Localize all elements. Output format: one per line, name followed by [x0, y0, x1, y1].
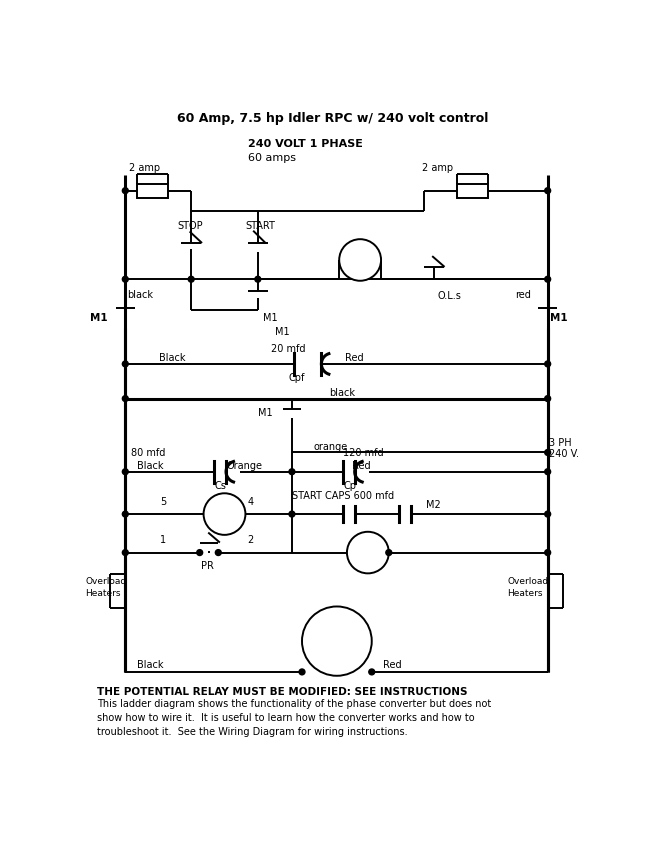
- Circle shape: [545, 511, 550, 517]
- Text: 2 amp: 2 amp: [129, 163, 160, 173]
- Text: Heaters: Heaters: [85, 589, 121, 598]
- Text: 7.5 Hp: 7.5 Hp: [319, 625, 355, 635]
- Text: Black: Black: [137, 460, 164, 471]
- Circle shape: [545, 361, 550, 367]
- Text: Red: Red: [352, 460, 371, 471]
- Text: STOP: STOP: [177, 221, 203, 231]
- Text: 5: 5: [160, 497, 166, 506]
- Text: red: red: [515, 290, 531, 300]
- Text: Overload: Overload: [508, 577, 548, 586]
- Circle shape: [545, 449, 550, 455]
- Circle shape: [215, 550, 221, 556]
- Circle shape: [188, 277, 194, 283]
- Text: 60 amps: 60 amps: [248, 152, 296, 163]
- Text: Overload: Overload: [85, 577, 126, 586]
- Circle shape: [545, 396, 550, 402]
- Circle shape: [197, 550, 202, 556]
- Bar: [457, 184, 488, 197]
- Circle shape: [123, 396, 129, 402]
- Text: M1: M1: [352, 248, 369, 258]
- Text: Heaters: Heaters: [508, 589, 543, 598]
- Circle shape: [545, 277, 550, 283]
- Circle shape: [347, 532, 389, 574]
- Text: PR: PR: [201, 562, 214, 571]
- Text: IDLER: IDLER: [323, 648, 351, 658]
- Text: 240: 240: [360, 555, 376, 564]
- Bar: [137, 184, 168, 197]
- Text: This ladder diagram shows the functionality of the phase converter but does not
: This ladder diagram shows the functional…: [97, 699, 491, 737]
- Circle shape: [545, 469, 550, 475]
- Text: orange: orange: [313, 442, 348, 452]
- Text: 60 Amp, 7.5 hp Idler RPC w/ 240 volt control: 60 Amp, 7.5 hp Idler RPC w/ 240 volt con…: [177, 111, 488, 125]
- Text: 20 mfd: 20 mfd: [271, 345, 306, 354]
- Text: black: black: [329, 388, 355, 398]
- Text: 80 mfd: 80 mfd: [130, 448, 165, 458]
- Text: M2: M2: [426, 500, 441, 510]
- Text: M2: M2: [360, 540, 376, 551]
- Text: START: START: [245, 221, 275, 231]
- Text: Black: Black: [158, 353, 185, 363]
- Text: M1: M1: [275, 328, 289, 337]
- Text: Cpf: Cpf: [289, 373, 305, 383]
- Text: Cs: Cs: [214, 481, 227, 490]
- Text: 240 VOLT 1 PHASE: 240 VOLT 1 PHASE: [248, 140, 363, 150]
- Text: Orange: Orange: [227, 460, 263, 471]
- Text: Cp: Cp: [343, 481, 356, 490]
- Text: Coil: Coil: [216, 517, 233, 526]
- Text: M1: M1: [90, 312, 108, 323]
- Text: THE POTENTIAL RELAY MUST BE MODIFIED: SEE INSTRUCTIONS: THE POTENTIAL RELAY MUST BE MODIFIED: SE…: [97, 687, 467, 697]
- Circle shape: [545, 188, 550, 193]
- Text: O.L.s: O.L.s: [437, 291, 461, 301]
- Circle shape: [123, 550, 129, 556]
- Circle shape: [289, 469, 295, 475]
- Text: Red: Red: [384, 660, 402, 670]
- Text: 3 PH: 3 PH: [549, 438, 572, 448]
- Circle shape: [123, 361, 129, 367]
- Circle shape: [123, 188, 129, 193]
- Circle shape: [123, 277, 129, 283]
- Text: 2: 2: [248, 535, 254, 545]
- Circle shape: [289, 511, 295, 517]
- Text: 230 V.: 230 V.: [322, 636, 352, 646]
- Circle shape: [386, 550, 392, 556]
- Text: 1: 1: [160, 535, 166, 545]
- Text: Black: Black: [137, 660, 164, 670]
- Circle shape: [255, 277, 261, 283]
- Circle shape: [545, 550, 550, 556]
- Text: 2 amp: 2 amp: [422, 163, 453, 173]
- Circle shape: [123, 511, 129, 517]
- Circle shape: [302, 607, 372, 676]
- Circle shape: [369, 669, 374, 675]
- Text: START CAPS 600 mfd: START CAPS 600 mfd: [292, 491, 394, 501]
- Text: M1: M1: [263, 312, 278, 323]
- Circle shape: [123, 469, 129, 475]
- Text: black: black: [128, 290, 154, 300]
- Text: Red: Red: [345, 353, 363, 363]
- Circle shape: [204, 494, 245, 535]
- Text: PR: PR: [217, 502, 232, 512]
- Text: M1: M1: [550, 312, 568, 323]
- Text: 240v.: 240v.: [348, 262, 373, 271]
- Text: M1: M1: [258, 408, 273, 418]
- Circle shape: [299, 669, 305, 675]
- Text: 240 V.: 240 V.: [549, 449, 579, 459]
- Circle shape: [339, 239, 381, 281]
- Text: 4: 4: [248, 497, 254, 506]
- Text: 120 mfd: 120 mfd: [343, 448, 384, 458]
